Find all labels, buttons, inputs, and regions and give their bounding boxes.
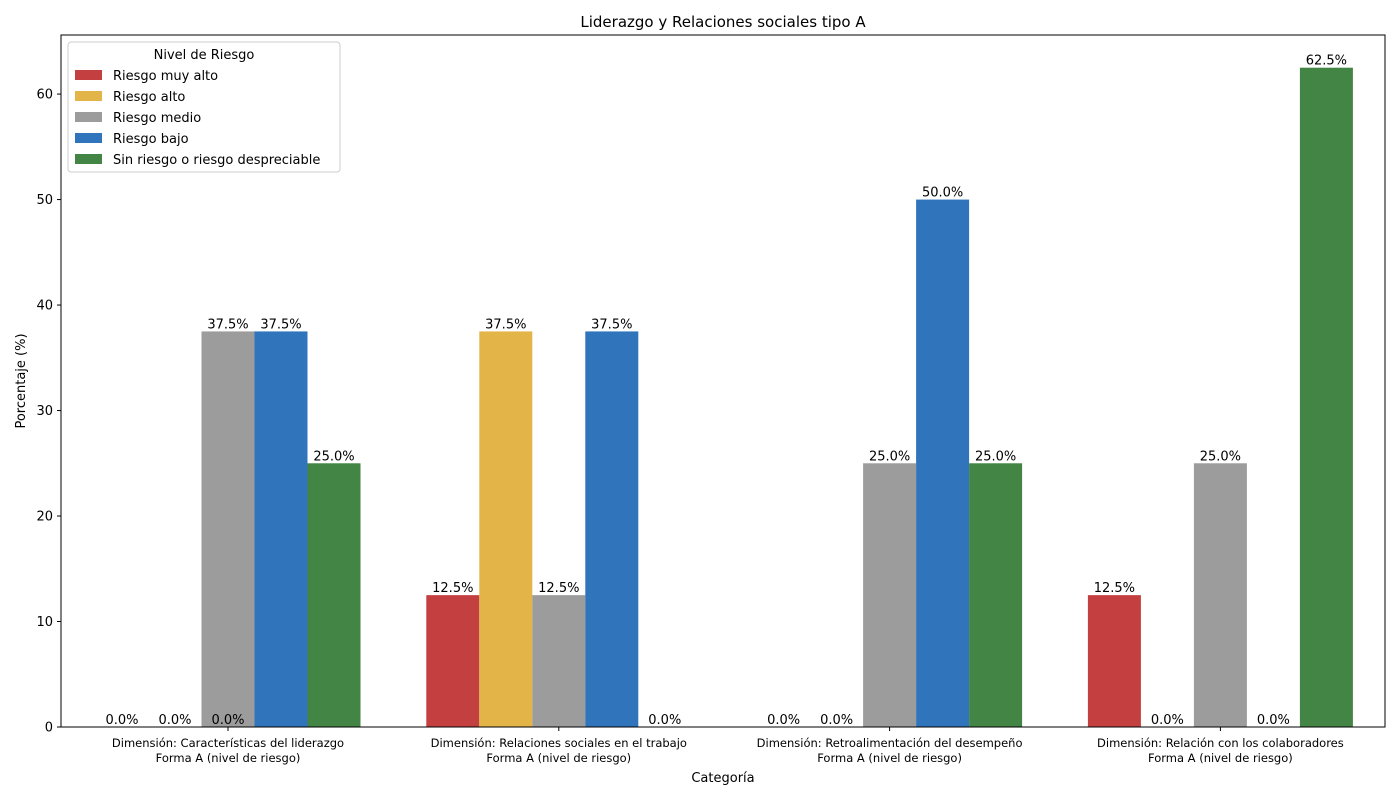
data-label: 37.5% (207, 317, 248, 332)
bar (254, 331, 308, 727)
x-tick-label: Forma A (nivel de riesgo) (1148, 751, 1293, 765)
bar (1193, 463, 1247, 727)
data-label: 37.5% (485, 317, 526, 332)
bar (863, 463, 917, 727)
legend-box (67, 41, 341, 173)
data-label: 25.0% (869, 449, 910, 464)
legend-entry: Riesgo bajo (113, 132, 189, 147)
data-label: 0.0% (767, 713, 800, 728)
data-label: 0.0% (158, 713, 191, 728)
data-label: 25.0% (313, 449, 354, 464)
legend-entry: Riesgo muy alto (113, 69, 218, 84)
data-label: 0.0% (820, 713, 853, 728)
legend-title: Nivel de Riesgo (154, 48, 255, 63)
legend-entry: Riesgo medio (113, 111, 201, 126)
x-tick-label: Forma A (nivel de riesgo) (156, 751, 301, 765)
y-tick-label: 30 (36, 404, 53, 419)
data-label: 25.0% (1200, 449, 1241, 464)
y-tick-label: 40 (36, 299, 53, 314)
y-tick-label: 50 (36, 193, 53, 208)
legend-entry: Sin riesgo o riesgo despreciable (113, 153, 320, 168)
bar (1087, 595, 1141, 727)
bar (585, 331, 639, 727)
data-label: 37.5% (591, 317, 632, 332)
legend: Nivel de Riesgo Riesgo muy alto Riesgo alt… (67, 41, 341, 173)
x-tick-label: Forma A (nivel de riesgo) (817, 751, 962, 765)
chart-title: Liderazgo y Relaciones sociales tipo A (580, 13, 866, 31)
bar (426, 595, 480, 727)
y-tick-label: 60 (36, 88, 53, 103)
bar (532, 595, 586, 727)
data-label: 0.0% (211, 713, 244, 728)
data-label: 0.0% (1151, 713, 1184, 728)
data-label: 0.0% (1257, 713, 1290, 728)
plot-area: 0 10 20 30 40 50 60 0.0% 0.0% 37.5% 37.5% 25.0% Dime… (36, 54, 1353, 765)
bar (201, 331, 255, 727)
bar (479, 331, 533, 727)
data-label: 0.0% (105, 713, 138, 728)
x-tick-label: Dimensión: Relaciones sociales en el tra… (431, 736, 687, 750)
y-axis-label: Porcentaje (%) (14, 333, 29, 428)
bar (307, 463, 361, 727)
x-tick-label: Dimensión: Retroalimentación del desempe… (757, 736, 1023, 750)
legend-swatch (75, 133, 102, 143)
y-tick-label: 0 (45, 721, 53, 736)
y-tick-label: 10 (36, 615, 53, 630)
bar (969, 463, 1023, 727)
data-label: 25.0% (975, 449, 1016, 464)
plot-frame (60, 34, 1386, 728)
data-label: 12.5% (432, 581, 473, 596)
legend-swatch (75, 112, 102, 122)
data-label: 37.5% (260, 317, 301, 332)
data-label: 50.0% (922, 186, 963, 201)
data-label: 12.5% (1094, 581, 1135, 596)
legend-entry: Riesgo alto (113, 90, 185, 105)
x-tick-label: Forma A (nivel de riesgo) (486, 751, 631, 765)
x-tick-label: Dimensión: Características del liderazgo (112, 736, 344, 750)
legend-swatch (75, 91, 102, 101)
bar (1299, 67, 1353, 727)
data-label: 12.5% (538, 581, 579, 596)
legend-swatch (75, 154, 102, 164)
data-label: 0.0% (648, 713, 681, 728)
y-tick-label: 20 (36, 510, 53, 525)
bar (916, 199, 970, 727)
x-axis-label: Categoría (691, 771, 754, 786)
legend-swatch (75, 70, 102, 80)
x-tick-label: Dimensión: Relación con los colaboradore… (1097, 736, 1344, 750)
data-label: 62.5% (1306, 54, 1347, 69)
